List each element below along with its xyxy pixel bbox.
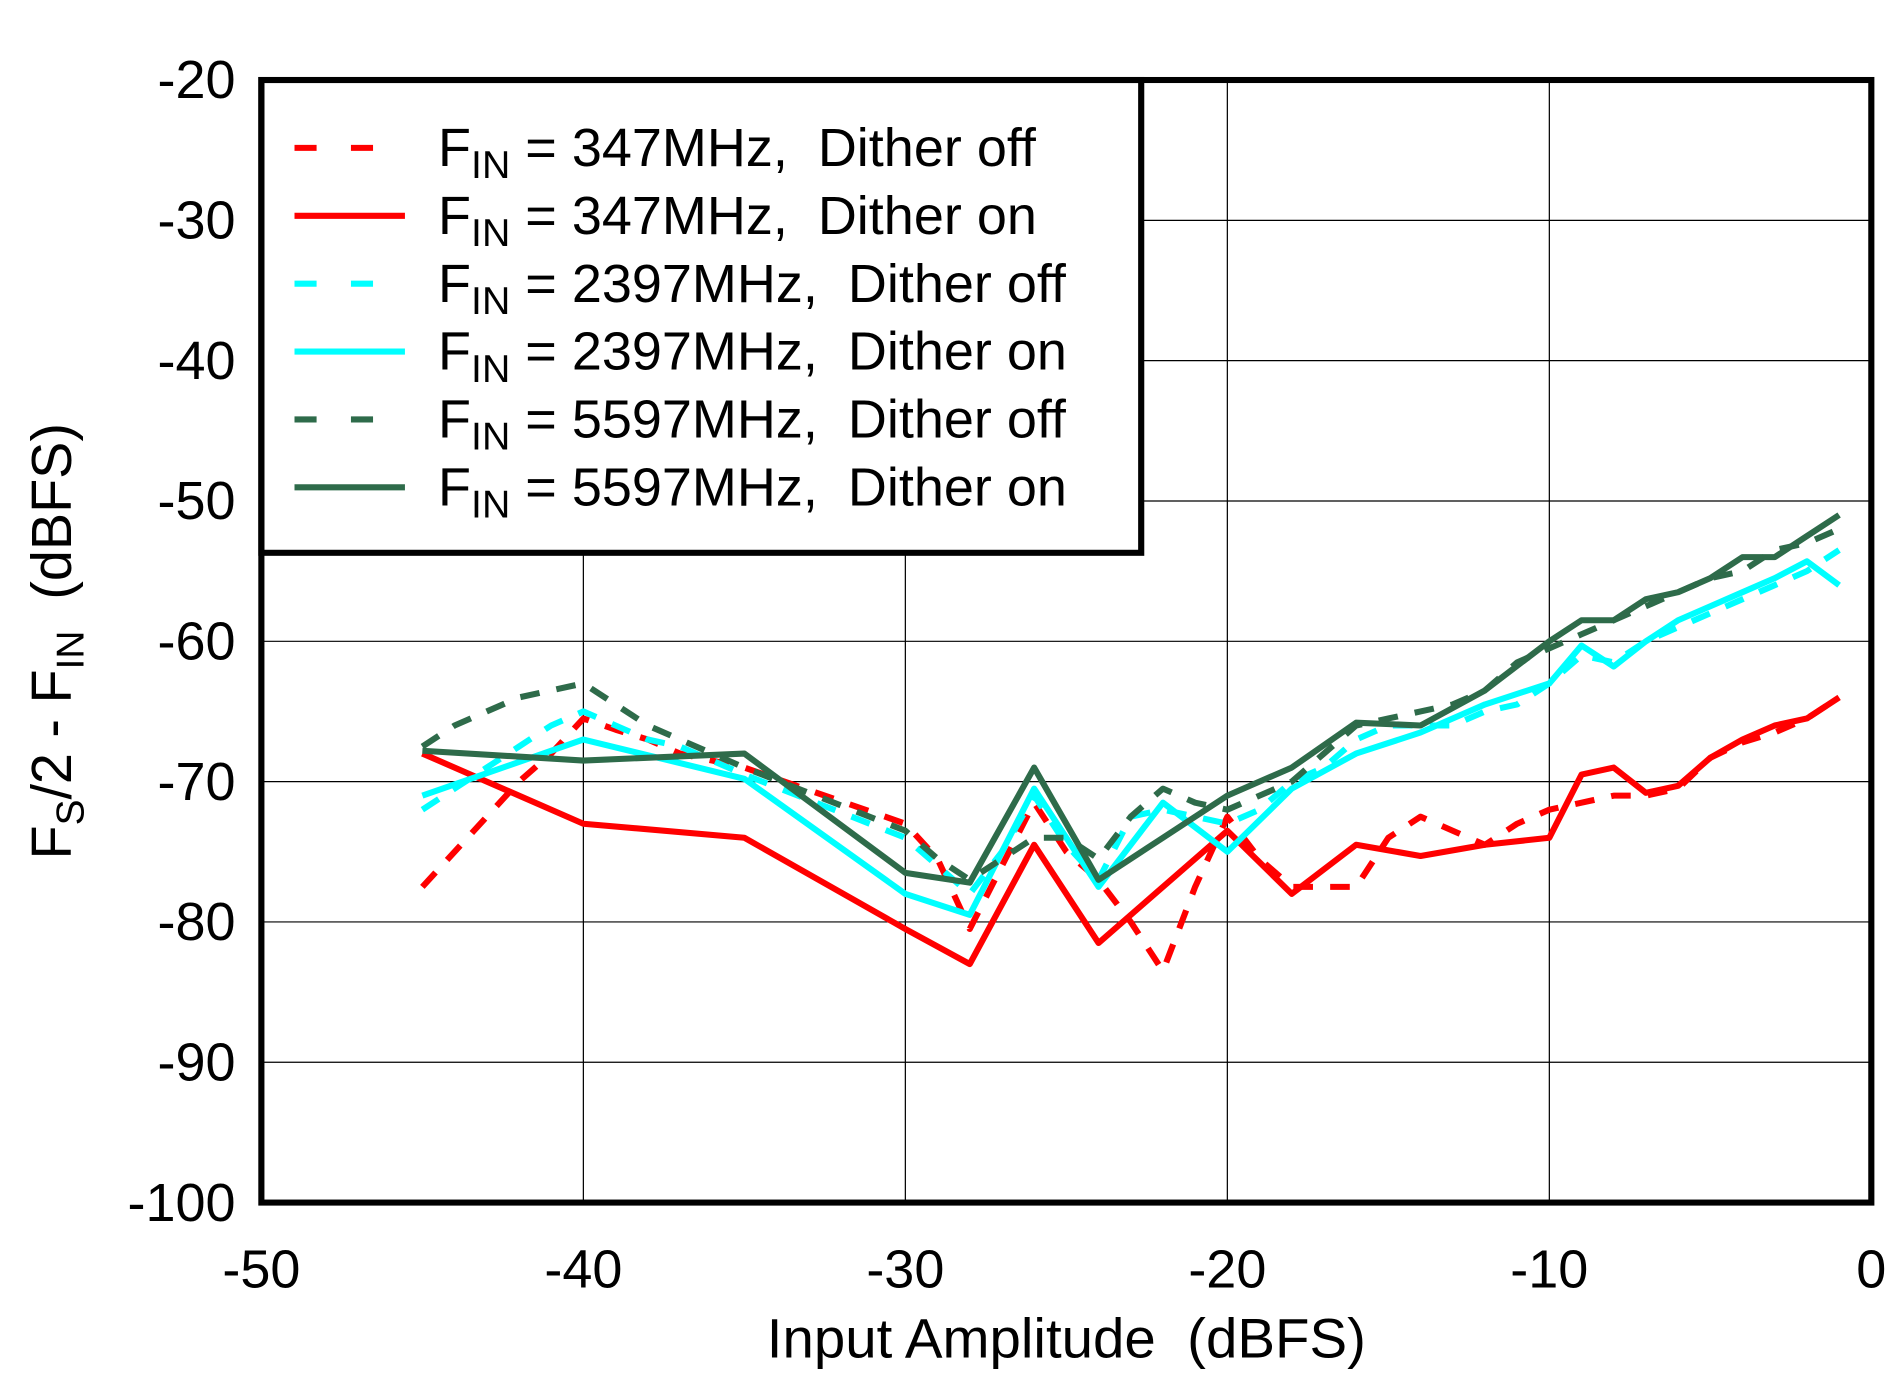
y-tick-label: -50 bbox=[158, 471, 236, 531]
x-tick-label: -30 bbox=[866, 1240, 944, 1300]
legend-entry: FIN = 2397MHz, Dither on bbox=[438, 322, 1067, 391]
legend-entry: FIN = 347MHz, Dither off bbox=[438, 118, 1036, 187]
series-line-5 bbox=[422, 512, 1841, 886]
legend-entry: FIN = 2397MHz, Dither off bbox=[438, 254, 1066, 323]
series-line-1 bbox=[421, 694, 1841, 968]
y-tick-label: -90 bbox=[158, 1033, 236, 1093]
x-axis-label: Input Amplitude (dBFS) bbox=[767, 1307, 1366, 1370]
series-line-0 bbox=[420, 694, 1841, 975]
legend-entry: FIN = 5597MHz, Dither on bbox=[438, 458, 1067, 527]
y-tick-label: -80 bbox=[158, 892, 236, 952]
y-tick-label: -60 bbox=[158, 612, 236, 672]
y-axis-label: FS/2 - FIN (dBFS) bbox=[20, 423, 93, 859]
y-tick-label: -100 bbox=[128, 1173, 236, 1233]
x-tick-label: -20 bbox=[1188, 1240, 1266, 1300]
x-tick-label: -50 bbox=[222, 1240, 300, 1300]
x-tick-label: -10 bbox=[1510, 1240, 1588, 1300]
y-tick-label: -40 bbox=[158, 331, 236, 391]
series-line-3 bbox=[421, 558, 1841, 918]
x-tick-label: 0 bbox=[1856, 1240, 1886, 1300]
plot-frame bbox=[258, 76, 1875, 1206]
y-tick-label: -20 bbox=[158, 50, 236, 110]
series-lines bbox=[420, 512, 1841, 975]
legend-entry: FIN = 5597MHz, Dither off bbox=[438, 390, 1066, 459]
legend-entry: FIN = 347MHz, Dither on bbox=[438, 186, 1037, 255]
tick-labels: -50 -40 -30 -20 -10 0-20-30-40-50-60-70-80-90… bbox=[128, 50, 1887, 1299]
x-tick-label: -40 bbox=[544, 1240, 622, 1300]
y-tick-label: -30 bbox=[158, 191, 236, 251]
y-tick-label: -70 bbox=[158, 752, 236, 812]
